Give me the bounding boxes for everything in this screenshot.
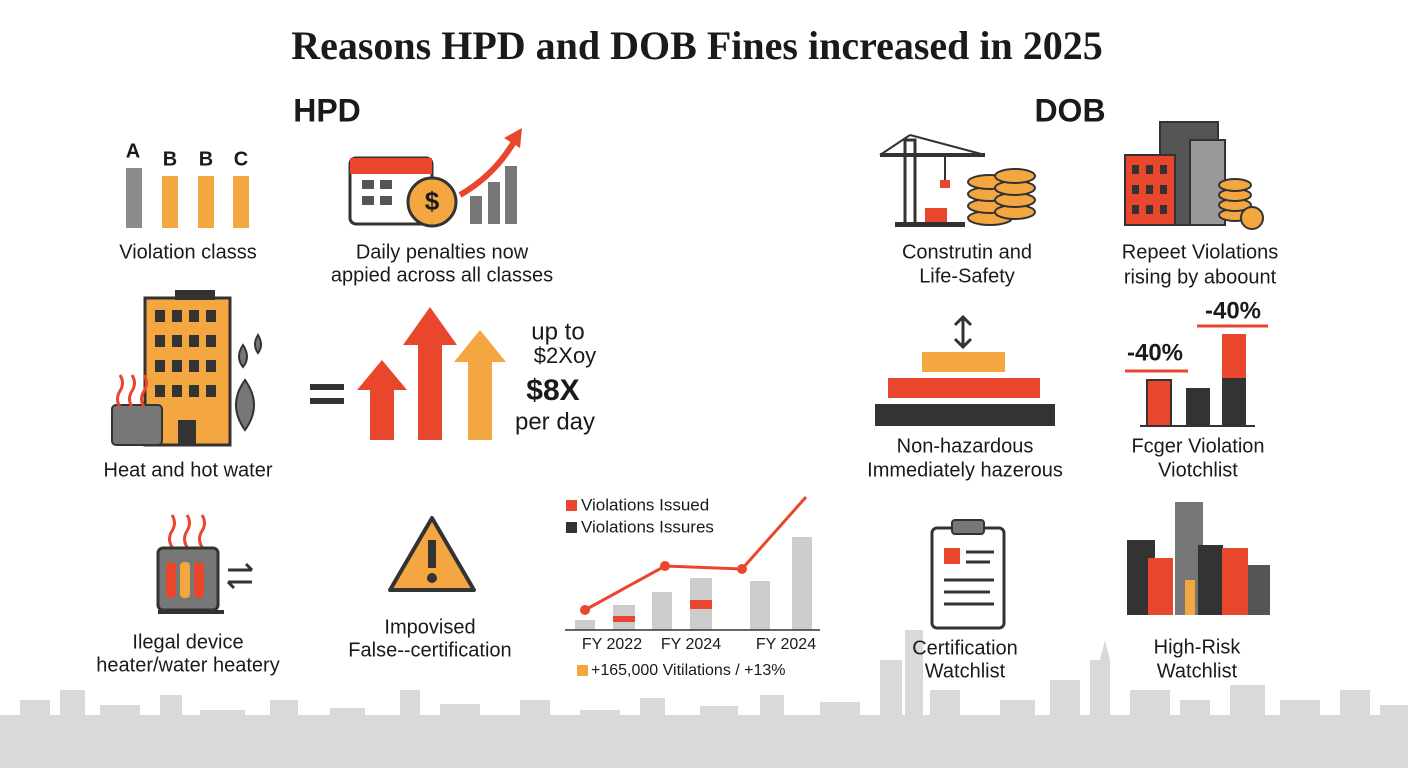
- x-label: FY 2024: [756, 636, 816, 653]
- legend-label: Violations Issued: [581, 495, 709, 514]
- buildings-icon: [1124, 121, 1264, 230]
- legend-label: Violations Issures: [581, 517, 714, 536]
- label: Viotchlist: [1158, 459, 1238, 481]
- building-icon: [111, 290, 262, 447]
- x-label: FY 2024: [661, 636, 721, 653]
- label: Life-Safety: [919, 265, 1015, 287]
- x-label: FY 2022: [582, 636, 642, 653]
- warning-icon: [388, 516, 476, 592]
- bar-label: -40%: [1127, 339, 1183, 366]
- clipboard-icon: [930, 519, 1006, 630]
- label: False--certification: [348, 639, 511, 661]
- label: Certification: [912, 637, 1018, 659]
- title: Reasons HPD and DOB Fines increased in 2…: [291, 23, 1103, 68]
- label: Watchlist: [1157, 660, 1238, 682]
- class-icon: [126, 168, 249, 228]
- label: Heat and hot water: [104, 459, 273, 481]
- multiplier-text: $2Xoy: [534, 343, 596, 368]
- label: Non-hazardous: [897, 435, 1034, 457]
- label: Violation classs: [119, 241, 256, 263]
- label: Construtin and: [902, 241, 1032, 263]
- violation-bars: [1125, 324, 1268, 427]
- label: rising by aboount: [1124, 266, 1277, 288]
- class-letter: B: [199, 148, 213, 170]
- label: Watchlist: [925, 660, 1006, 682]
- multiplier-text: per day: [515, 408, 595, 435]
- section-heading: DOB: [1034, 92, 1105, 128]
- label: Repeet Violations: [1122, 241, 1278, 263]
- footnote: +165,000 Vitilations / +13%: [591, 662, 786, 679]
- multiplier-text: $8X: [526, 374, 579, 407]
- dollar-icon: $: [425, 186, 440, 216]
- multiplier-text: up to: [531, 318, 584, 345]
- class-letter: C: [234, 148, 248, 170]
- city-icon: [1127, 502, 1270, 615]
- skyline: [0, 630, 1408, 768]
- label: Fcger Violation: [1131, 435, 1264, 457]
- class-letter: A: [126, 140, 140, 162]
- label: Ilegal device: [132, 631, 243, 653]
- arrows-icon: [310, 307, 506, 440]
- label: Impovised: [384, 616, 475, 638]
- hazard-icon: [875, 314, 1055, 426]
- label: appied across all classes: [331, 264, 553, 286]
- label: heater/water heatery: [96, 654, 279, 676]
- calendar-icon: $: [348, 128, 522, 228]
- heater-icon: [156, 514, 254, 614]
- trend-graphic: [565, 496, 820, 676]
- label: Daily penalties now: [356, 241, 529, 263]
- crane-icon: [879, 134, 1036, 227]
- label: High-Risk: [1154, 636, 1242, 658]
- section-heading: HPD: [293, 92, 361, 128]
- bar-label: -40%: [1205, 297, 1261, 324]
- label: Immediately hazerous: [867, 459, 1063, 481]
- class-letter: B: [163, 148, 177, 170]
